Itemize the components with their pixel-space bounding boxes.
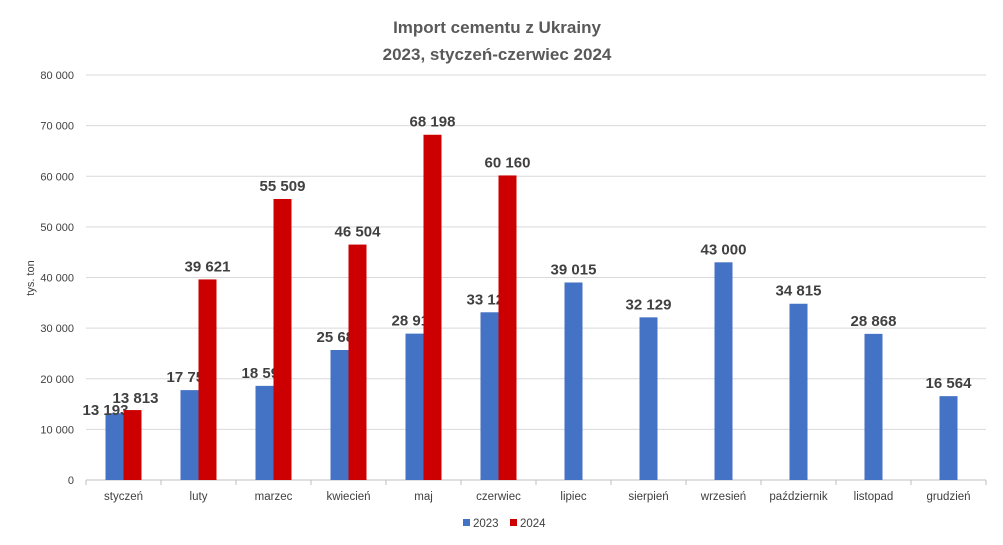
bar-2024-luty <box>198 279 217 480</box>
bar-2024-maj <box>423 134 442 480</box>
x-tick-label: grudzień <box>926 491 970 503</box>
chart-title-line2: 2023, styczeń-czerwiec 2024 <box>383 45 612 64</box>
data-label: 39 015 <box>551 261 597 278</box>
y-tick-label: 10 000 <box>40 424 74 436</box>
bar-2024-czerwiec <box>498 175 517 480</box>
bar-2023-maj <box>405 333 424 480</box>
y-tick-label: 40 000 <box>40 273 74 285</box>
chart-title-line1: Import cementu z Ukrainy <box>393 18 601 37</box>
data-label: 13 813 <box>113 390 159 407</box>
bar-2023-styczeń <box>105 413 124 480</box>
legend-swatch-2023 <box>463 519 470 526</box>
bar-2023-kwiecień <box>330 349 349 480</box>
x-tick-label: marzec <box>255 491 293 503</box>
x-tick-label: lipiec <box>560 491 586 503</box>
data-label: 34 815 <box>776 283 822 300</box>
bar-2023-grudzień <box>939 396 958 480</box>
x-tick-label: styczeń <box>104 491 143 503</box>
bar-2023-październik <box>789 303 808 480</box>
bar-2023-wrzesień <box>714 262 733 480</box>
data-label: 43 000 <box>701 241 747 258</box>
y-tick-label: 20 000 <box>40 374 74 386</box>
y-tick-label: 70 000 <box>40 121 74 133</box>
bar-2024-kwiecień <box>348 244 367 480</box>
x-tick-label: listopad <box>854 491 894 503</box>
legend: 2023 2024 <box>463 518 546 530</box>
bar-2023-czerwiec <box>480 312 499 480</box>
data-label: 32 129 <box>626 296 672 313</box>
bar-2023-marzec <box>255 385 274 480</box>
y-axis-label: tys. ton <box>25 260 37 295</box>
data-label: 28 868 <box>851 313 897 330</box>
x-tick-label: czerwiec <box>476 491 521 503</box>
data-label: 13 193 <box>83 402 129 419</box>
bar-2023-listopad <box>864 333 883 480</box>
x-tick-label: październik <box>769 491 827 503</box>
data-label: 68 198 <box>410 114 456 131</box>
bar-2023-sierpień <box>639 317 658 480</box>
y-tick-label: 60 000 <box>40 171 74 183</box>
data-label: 16 564 <box>926 375 973 392</box>
data-label: 39 621 <box>185 258 231 275</box>
y-tick-label: 30 000 <box>40 323 74 335</box>
legend-label-2024: 2024 <box>520 518 546 530</box>
data-label: 60 160 <box>485 154 531 171</box>
x-tick-label: sierpień <box>628 491 668 503</box>
bar-2023-lipiec <box>564 282 583 480</box>
x-tick-label: maj <box>414 491 433 503</box>
data-label: 46 504 <box>335 224 382 241</box>
bar-2024-marzec <box>273 198 292 480</box>
bar-2024-styczeń <box>123 410 142 480</box>
y-tick-label: 80 000 <box>40 70 74 82</box>
legend-swatch-2024 <box>510 519 517 526</box>
bar-2023-luty <box>180 390 199 480</box>
x-tick-label: luty <box>190 491 208 503</box>
x-tick-label: wrzesień <box>700 491 746 503</box>
legend-label-2023: 2023 <box>473 518 499 530</box>
y-tick-label: 50 000 <box>40 222 74 234</box>
data-label: 55 509 <box>260 178 306 195</box>
x-tick-label: kwiecień <box>326 491 370 503</box>
y-tick-label: 0 <box>68 475 74 487</box>
